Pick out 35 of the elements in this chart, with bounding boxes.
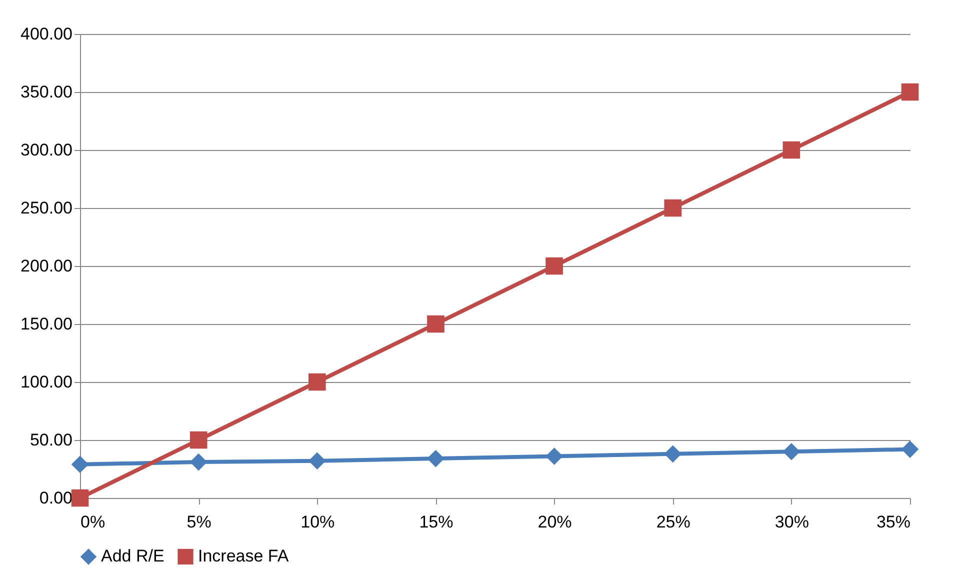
x-tick-label: 30% [774, 512, 809, 532]
y-tick-label: 250.00 [20, 198, 72, 218]
point [546, 257, 563, 275]
y-tick-label: 200.00 [20, 256, 72, 276]
y-tick-label: 300.00 [20, 140, 72, 160]
x-tick-label: 20% [538, 512, 572, 532]
point [901, 440, 919, 458]
point [190, 431, 208, 449]
y-tick-label: 350.00 [20, 82, 72, 102]
x-tick-label: 15% [419, 512, 454, 532]
y-tick-label: 100.00 [20, 372, 72, 392]
point [190, 453, 208, 471]
x-tick-label: 25% [656, 512, 690, 532]
point [71, 456, 89, 474]
y-tick-label: 50.00 [30, 430, 72, 450]
y-tick-label: 0.00 [39, 488, 72, 508]
legend-label: Add R/E [101, 546, 164, 566]
point [546, 448, 563, 465]
legend-label: Increase FA [198, 546, 290, 566]
x-tick-label: 5% [186, 512, 212, 532]
point [782, 141, 800, 159]
point [308, 373, 326, 391]
point [71, 489, 89, 507]
point [308, 452, 326, 470]
y-tick-label: 150.00 [20, 314, 72, 334]
point [664, 445, 682, 463]
x-tick-label: 0% [80, 512, 106, 532]
point [782, 442, 800, 460]
x-tick-label: 35% [876, 512, 910, 532]
point [664, 199, 682, 217]
point [901, 83, 919, 101]
point [427, 450, 444, 468]
point [427, 315, 444, 333]
y-tick-label: 400.00 [20, 24, 72, 44]
x-tick-label: 10% [300, 512, 335, 532]
